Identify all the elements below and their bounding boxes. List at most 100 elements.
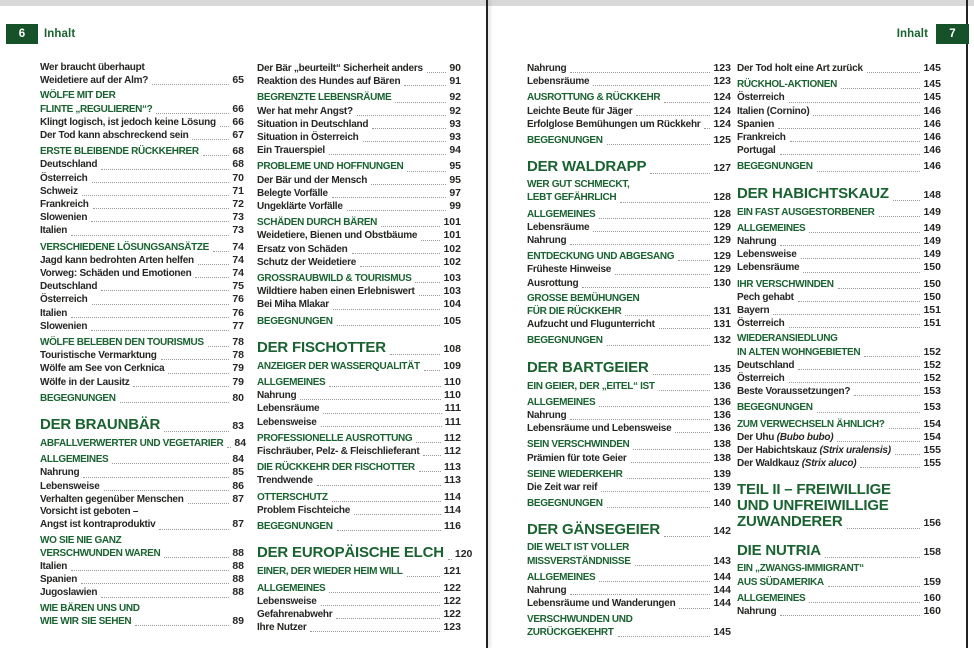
dotted-leader — [423, 370, 441, 372]
toc-item-entry: Der Bär und der Mensch 95 — [257, 174, 461, 187]
dotted-leader — [679, 607, 711, 609]
toc-entry-label: Slowenien — [40, 212, 88, 224]
toc-entry-last-line: BEGEGNUNGEN 140 — [527, 497, 731, 510]
toc-section-entry: WIEDERANSIEDLUNG IN ALTEN WOHNGEBIETEN 152 — [737, 333, 941, 358]
toc-entry-label-line: WÖLFE MIT DER — [40, 90, 116, 102]
dotted-leader — [407, 170, 447, 172]
toc-entry-label: ALLGEMEINES — [257, 582, 326, 594]
toc-entry-last-line: Ein Trauerspiel 94 — [257, 144, 461, 157]
toc-entry-last-line: Nahrung 110 — [257, 389, 461, 402]
toc-entry-label: VERSCHWUNDEN WAREN — [40, 547, 161, 559]
toc-item-entry: Pech gehabt 150 — [737, 291, 941, 304]
dotted-leader — [336, 324, 441, 326]
page-ref: 93 — [449, 131, 461, 144]
toc-entry-label: Deutschland — [40, 281, 98, 293]
page-ref: 87 — [232, 518, 244, 531]
page-ref: 154 — [923, 430, 941, 443]
toc-entry-last-line: Trendwende 113 — [257, 474, 461, 487]
page-ref: 110 — [444, 389, 461, 402]
dotted-leader — [601, 491, 711, 493]
toc-entry-last-line: BEGEGNUNGEN 132 — [527, 334, 731, 347]
toc-entry-last-line: Bayern 151 — [737, 304, 941, 317]
toc-entry-last-line: Italien 88 — [40, 560, 244, 573]
toc-entry-last-line: FLINTE „REGULIEREN“? 66 — [40, 103, 244, 116]
toc-entry-label: ALLGEMEINES — [527, 208, 596, 220]
page-ref: 78 — [232, 349, 244, 362]
toc-entry-label: Nahrung — [527, 63, 567, 74]
toc-item-entry: Slowenien 73 — [40, 211, 244, 224]
toc-entry-last-line: Nahrung 160 — [737, 605, 941, 618]
toc-entry-label: Situation in Deutschland — [257, 118, 369, 130]
toc-item-entry: Beste Voraussetzungen? 153 — [737, 385, 941, 398]
page-ref: 142 — [713, 525, 731, 538]
toc-entry-last-line: AUS SÜDAMERIKA 159 — [737, 576, 941, 589]
toc-item-entry: Wildtiere haben einen Erlebniswert 103 — [257, 285, 461, 298]
dotted-leader — [195, 277, 230, 279]
toc-entry-label: BEGEGNUNGEN — [257, 315, 333, 327]
page-ref: 88 — [232, 546, 244, 559]
toc-entry-label: FLINTE „REGULIEREN“? — [40, 103, 153, 115]
dotted-leader — [152, 84, 230, 86]
dotted-leader — [780, 245, 921, 247]
dotted-leader — [371, 183, 447, 185]
dotted-leader — [620, 201, 711, 203]
dotted-leader — [860, 467, 921, 469]
toc-entry-label-line: TEIL II – FREIWILLIGE — [737, 481, 891, 499]
page-ref: 114 — [444, 503, 461, 516]
dotted-leader — [652, 373, 711, 375]
toc-entry-label: DER WALDRAPP — [527, 158, 647, 176]
toc-item-entry: Frankreich 72 — [40, 198, 244, 211]
toc-entry-last-line: RÜCKHOL-AKTIONEN 145 — [737, 78, 941, 91]
toc-entry-label: Reaktion des Hundes auf Bären — [257, 76, 401, 88]
toc-entry-label-line: VERSCHWUNDEN UND — [527, 613, 633, 625]
dotted-leader — [864, 355, 921, 357]
dotted-leader — [570, 594, 711, 596]
toc-entry-last-line: VERSCHIEDENE LÖSUNGSANSÄTZE 74 — [40, 241, 244, 254]
toc-entry-last-line: EINER, DER WIEDER HEIM WILL 121 — [257, 565, 461, 578]
dotted-leader — [634, 564, 711, 566]
page-ref: 146 — [923, 160, 941, 173]
toc-entry-last-line: Der Habichtskauz (Strix uralensis) 155 — [737, 444, 941, 457]
toc-entry-last-line: Angst ist kontraproduktiv 87 — [40, 518, 244, 531]
dotted-leader — [164, 556, 230, 558]
toc-item-entry: Österreich 152 — [737, 372, 941, 385]
page-ref: 102 — [443, 255, 461, 268]
page-ref: 139 — [713, 481, 731, 494]
dotted-leader — [91, 303, 230, 305]
toc-entry-label: Der Bär und der Mensch — [257, 174, 368, 186]
page-ref: 153 — [923, 385, 941, 398]
dotted-leader — [658, 328, 711, 330]
dotted-leader — [789, 141, 921, 143]
toc-entry-label: Lebensweise — [40, 480, 100, 492]
page-ref: 66 — [232, 102, 244, 115]
toc-entry-label-line: Wer braucht überhaupt — [40, 62, 145, 73]
page-ref: 138 — [713, 438, 731, 451]
toc-entry-last-line: Früheste Hinweise 129 — [527, 263, 731, 276]
page-number-right: 7 — [949, 28, 956, 40]
dotted-leader — [207, 346, 230, 348]
toc-section-entry: WÖLFE MIT DER FLINTE „REGULIEREN“? 66 — [40, 90, 244, 115]
toc-entry-last-line: DER BRAUNBÄR 83 — [40, 417, 244, 434]
dotted-leader — [212, 250, 230, 252]
dotted-leader — [135, 624, 230, 626]
toc-entry-label: ALLGEMEINES — [527, 571, 596, 583]
dotted-leader — [650, 173, 711, 175]
dotted-leader — [112, 463, 230, 465]
toc-entry-label: Deutschland — [737, 359, 795, 371]
dotted-leader — [636, 114, 711, 116]
dotted-leader — [351, 252, 441, 254]
toc-entry-label: ALLGEMEINES — [257, 377, 326, 389]
page-ref: 97 — [449, 186, 461, 199]
toc-entry-label: MISSVERSTÄNDNISSE — [527, 555, 631, 567]
toc-entry-last-line: Der Uhu (Bubo bubo) 154 — [737, 431, 941, 444]
toc-entry-last-line: Weidetiere, Bienen und Obstbäume 101 — [257, 229, 461, 242]
toc-entry-label: Lebensweise — [257, 595, 317, 607]
toc-entry-label: Fischräuber, Pelz- & Fleischlieferant — [257, 446, 420, 458]
toc-entry-last-line: Slowenien 73 — [40, 211, 244, 224]
toc-item-entry: Situation in Deutschland 93 — [257, 118, 461, 131]
toc-chapter-entry: DER HABICHTSKAUZ 148 — [737, 185, 941, 203]
page-ref: 129 — [713, 234, 731, 247]
dotted-leader — [101, 290, 230, 292]
toc-chapter-entry: DER WALDRAPP 127 — [527, 159, 731, 176]
